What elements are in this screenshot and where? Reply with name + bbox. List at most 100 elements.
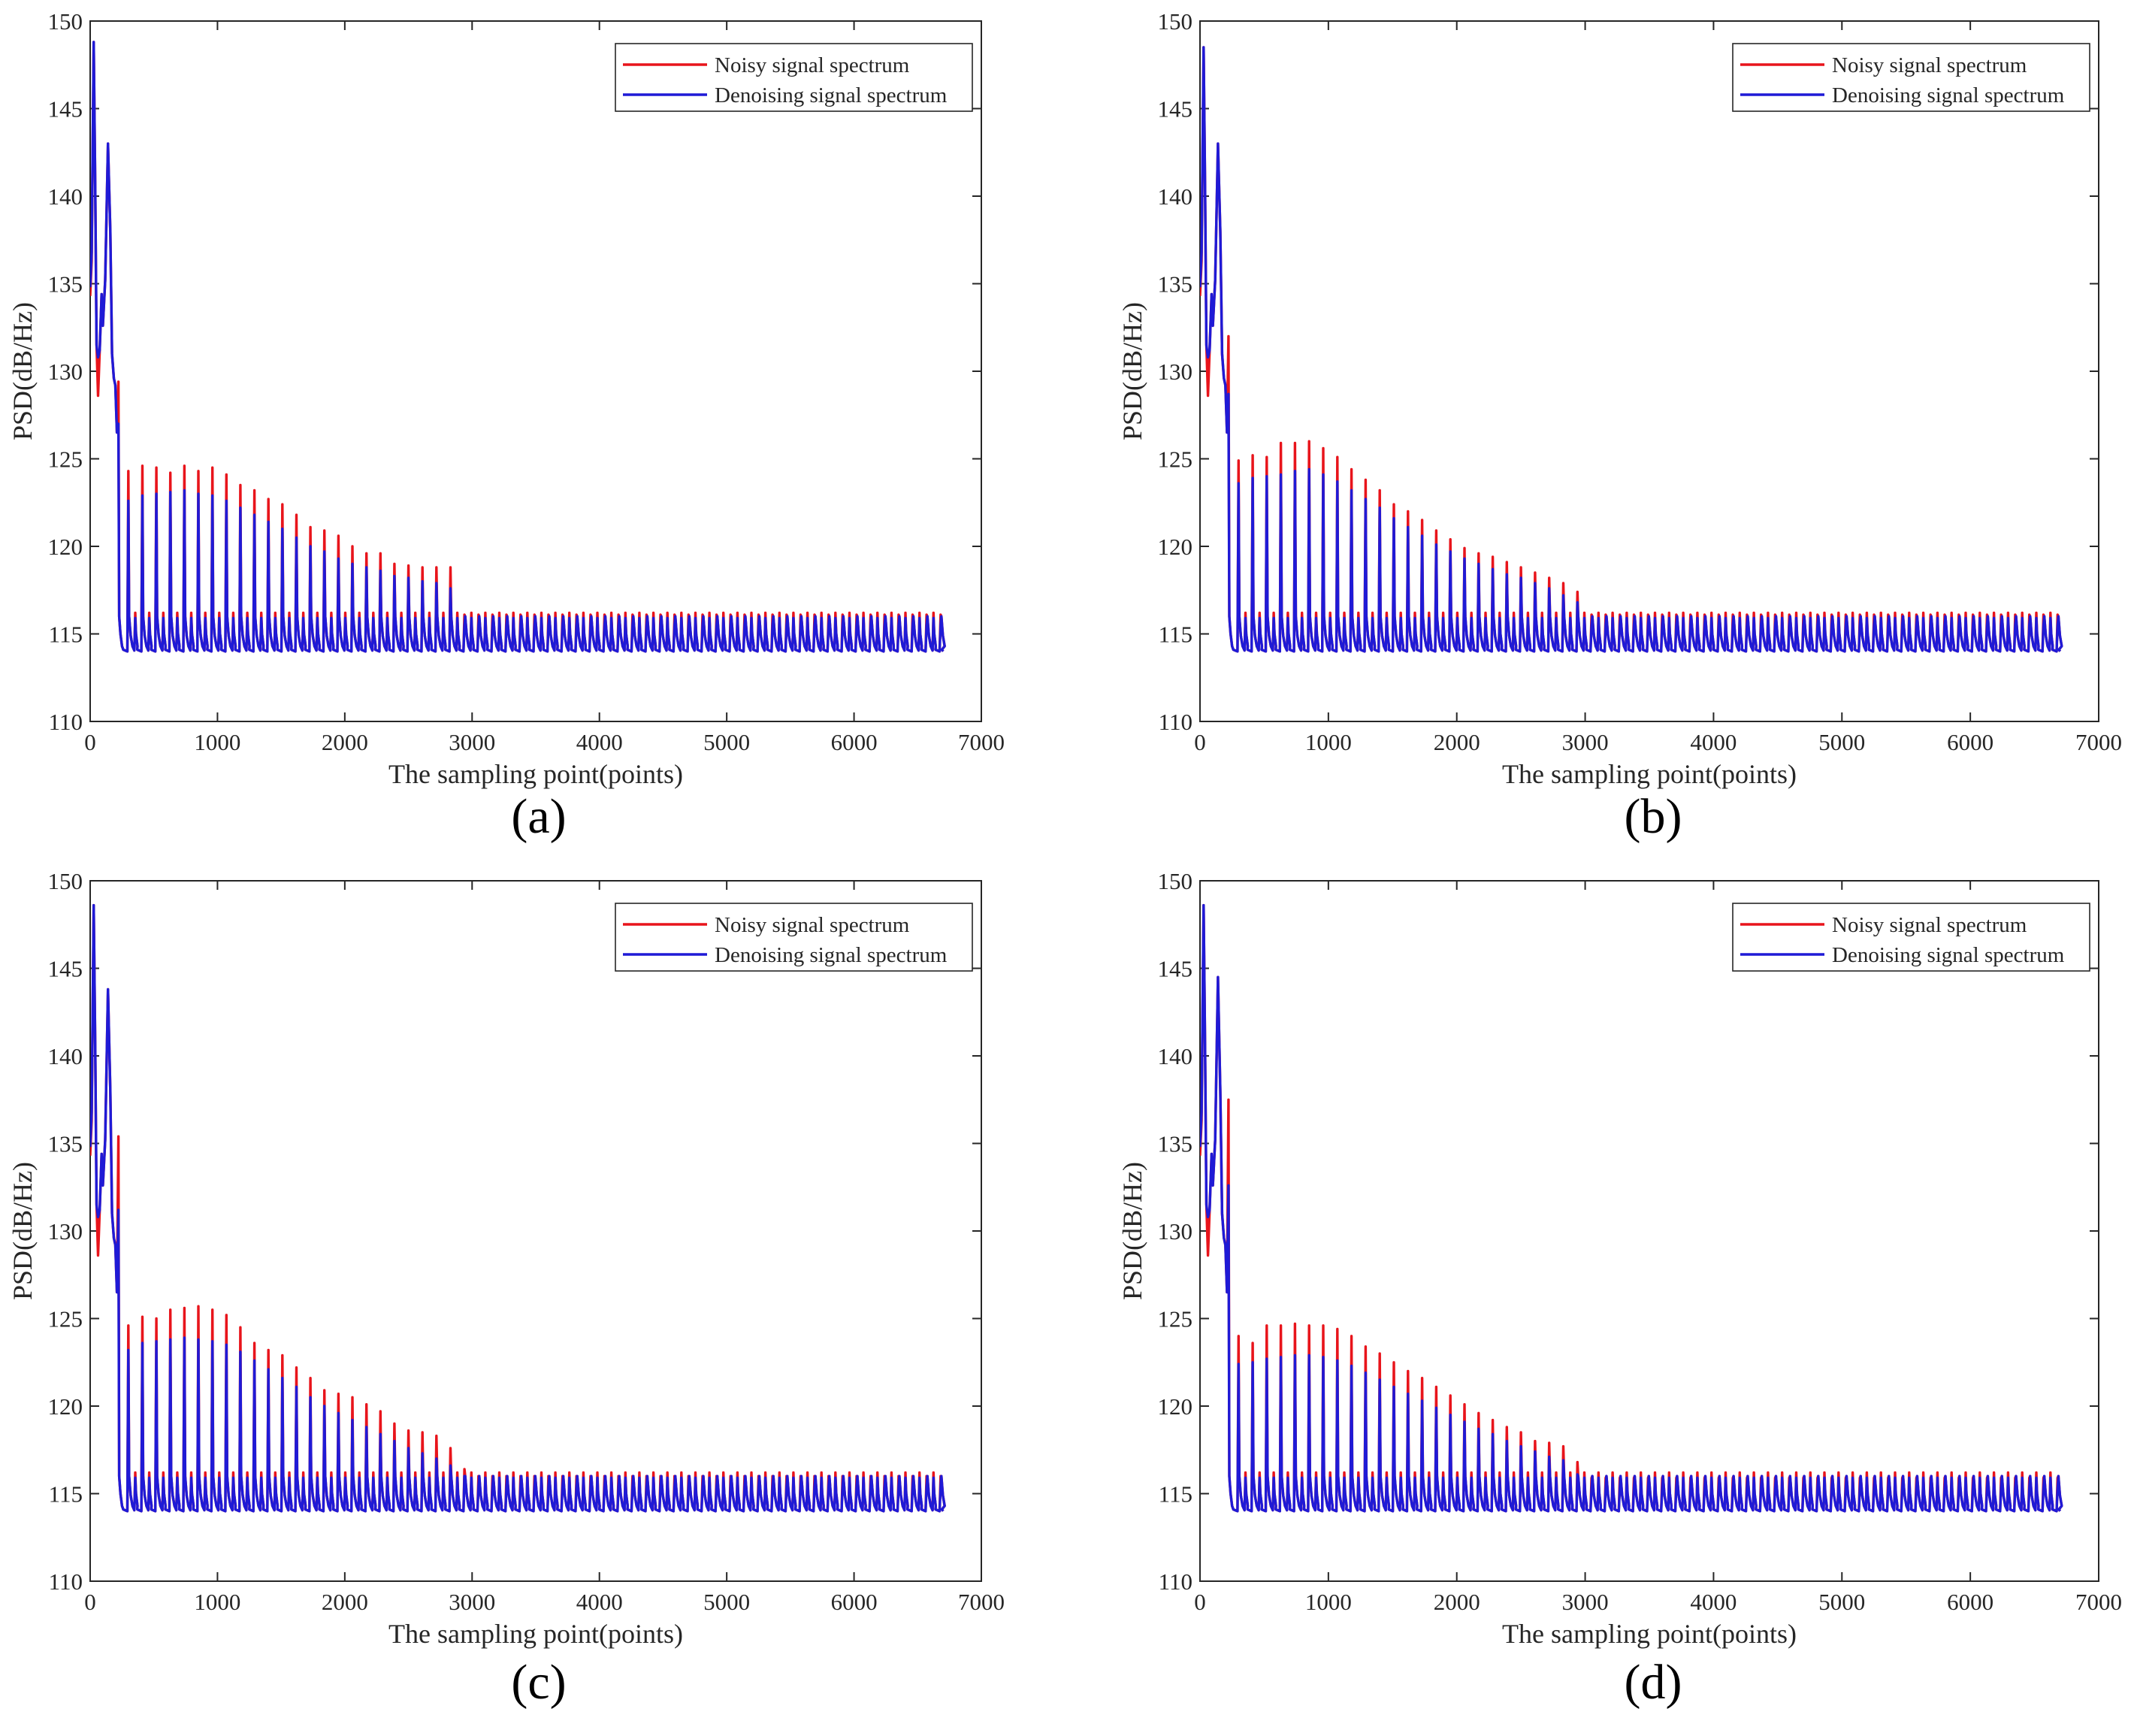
y-tick-label: 110: [1159, 709, 1192, 735]
x-tick-label: 4000: [576, 729, 623, 755]
y-tick-label: 125: [48, 446, 83, 473]
x-tick-label: 1000: [194, 1589, 240, 1615]
panel-caption: (a): [511, 789, 566, 844]
legend: Noisy signal spectrum Denoising signal sp…: [615, 903, 973, 972]
y-axis-label: PSD(dB/Hz): [1117, 1162, 1147, 1300]
y-axis-label: PSD(dB/Hz): [1117, 302, 1147, 440]
chart-panel-2: 0 1000 2000 3000 4000 5000 6000 7000 110 115 120 12…: [8, 868, 1005, 1710]
x-tick-label: 3000: [449, 1589, 495, 1615]
x-axis-label: The sampling point(points): [1502, 759, 1797, 789]
series-noisy-line: [90, 903, 946, 1513]
x-axis-label: The sampling point(points): [388, 759, 683, 789]
x-tick-label: 5000: [703, 1589, 750, 1615]
x-tick-label: 0: [84, 1589, 96, 1615]
x-tick-label: 3000: [1562, 729, 1609, 755]
chart-panel-1: 0 1000 2000 3000 4000 5000 6000 7000 110 115 120 12…: [1117, 8, 2122, 844]
y-tick-label: 120: [48, 534, 83, 560]
x-tick-label: 1000: [1305, 1589, 1352, 1615]
y-tick-label: 130: [1158, 1218, 1193, 1245]
legend: Noisy signal spectrum Denoising signal sp…: [1732, 43, 2090, 112]
x-tick-label: 1000: [1305, 729, 1352, 755]
y-tick-label: 135: [48, 1131, 83, 1157]
y-tick-label: 135: [48, 271, 83, 298]
panel-caption: (b): [1625, 789, 1682, 844]
legend-entry: Noisy signal spectrum: [715, 53, 910, 77]
plot-area: [90, 41, 946, 653]
panel-caption: (c): [511, 1655, 566, 1710]
y-tick-label: 130: [48, 1218, 83, 1245]
legend-entry: Denoising signal spectrum: [715, 943, 948, 967]
x-tick-label: 3000: [449, 729, 495, 755]
series-noisy-line: [1200, 46, 2063, 653]
y-tick-label: 125: [48, 1306, 83, 1332]
y-tick-label: 120: [1158, 534, 1193, 560]
chart-panel-0: 0 1000 2000 3000 4000 5000 6000 7000 110 115 120 12…: [8, 8, 1005, 844]
y-tick-label: 135: [1158, 271, 1193, 298]
legend-entry: Noisy signal spectrum: [1832, 53, 2027, 77]
y-tick-label: 150: [1158, 868, 1193, 894]
y-tick-label: 145: [1158, 96, 1193, 122]
y-tick-label: 150: [48, 8, 83, 35]
x-tick-label: 7000: [2075, 1589, 2122, 1615]
y-tick-label: 115: [1159, 622, 1192, 648]
y-tick-label: 120: [1158, 1393, 1193, 1420]
y-tick-label: 145: [1158, 956, 1193, 982]
y-tick-label: 150: [1158, 8, 1193, 35]
panel-caption: (d): [1625, 1655, 1682, 1710]
plot-area: [1200, 46, 2063, 653]
x-tick-label: 7000: [958, 729, 1005, 755]
x-tick-label: 2000: [1434, 729, 1480, 755]
y-tick-label: 125: [1158, 1306, 1193, 1332]
plot-area: [1200, 903, 2063, 1513]
x-tick-label: 5000: [703, 729, 750, 755]
x-tick-label: 0: [84, 729, 96, 755]
legend-box: [1732, 903, 2090, 972]
legend-box: [615, 903, 973, 972]
x-tick-label: 4000: [1690, 1589, 1737, 1615]
y-tick-label: 135: [1158, 1131, 1193, 1157]
y-axis-label: PSD(dB/Hz): [8, 302, 38, 440]
series-denoising-line: [90, 903, 946, 1513]
y-tick-label: 130: [1158, 358, 1193, 385]
y-tick-label: 115: [49, 622, 83, 648]
y-tick-label: 115: [49, 1481, 83, 1508]
series-denoising-line: [1200, 46, 2063, 653]
x-tick-label: 5000: [1818, 729, 1865, 755]
legend-entry: Denoising signal spectrum: [1832, 943, 2065, 967]
plot-area: [90, 903, 946, 1513]
x-tick-label: 2000: [322, 729, 368, 755]
y-tick-label: 125: [1158, 446, 1193, 473]
x-tick-label: 6000: [1947, 1589, 1993, 1615]
y-tick-label: 140: [48, 1043, 83, 1069]
y-axis-label: PSD(dB/Hz): [8, 1162, 38, 1300]
y-tick-label: 110: [49, 1568, 83, 1595]
y-tick-label: 110: [1159, 1568, 1192, 1595]
y-tick-label: 110: [49, 709, 83, 735]
legend-entry: Denoising signal spectrum: [1832, 83, 2065, 107]
x-tick-label: 0: [1194, 1589, 1206, 1615]
series-denoising-line: [1200, 903, 2063, 1513]
legend-entry: Noisy signal spectrum: [715, 913, 910, 937]
y-tick-label: 145: [48, 96, 83, 122]
series-noisy-line: [90, 41, 946, 653]
legend-entry: Denoising signal spectrum: [715, 83, 948, 107]
legend-entry: Noisy signal spectrum: [1832, 913, 2027, 937]
x-tick-label: 6000: [1947, 729, 1993, 755]
x-tick-label: 6000: [831, 729, 878, 755]
legend: Noisy signal spectrum Denoising signal sp…: [1732, 903, 2090, 972]
x-tick-label: 6000: [831, 1589, 878, 1615]
y-tick-label: 115: [1159, 1481, 1192, 1508]
y-tick-label: 140: [1158, 1043, 1193, 1069]
series-noisy-line: [1200, 903, 2063, 1513]
x-axis-label: The sampling point(points): [1502, 1619, 1797, 1649]
x-tick-label: 1000: [194, 729, 240, 755]
y-tick-label: 140: [1158, 183, 1193, 210]
legend-box: [615, 43, 973, 112]
x-tick-label: 7000: [2075, 729, 2122, 755]
x-axis-label: The sampling point(points): [388, 1619, 683, 1649]
x-tick-label: 4000: [576, 1589, 623, 1615]
x-tick-label: 5000: [1818, 1589, 1865, 1615]
x-tick-label: 2000: [322, 1589, 368, 1615]
x-tick-label: 7000: [958, 1589, 1005, 1615]
